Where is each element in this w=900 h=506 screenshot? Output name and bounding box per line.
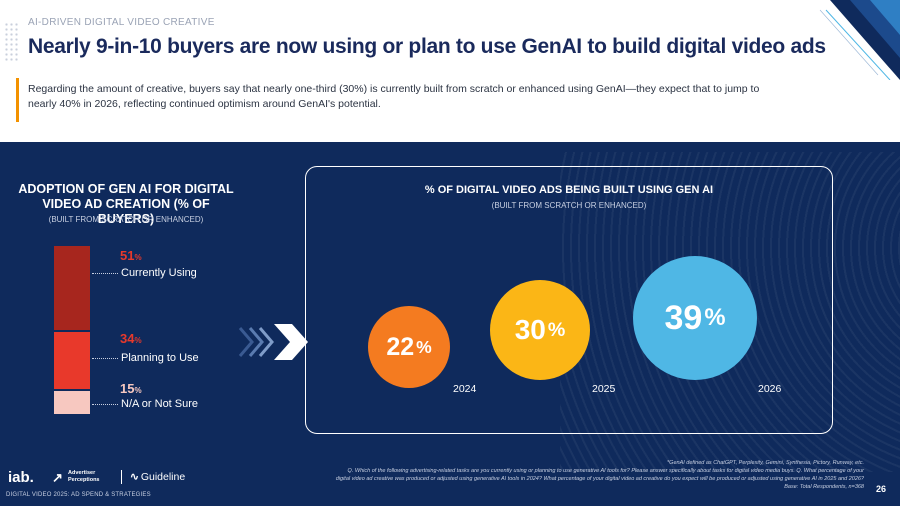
iab-logo: iab. bbox=[8, 469, 34, 486]
leader-line bbox=[92, 403, 118, 405]
footnote-line: digital video ad creative was produced o… bbox=[335, 476, 864, 482]
adoption-stacked-bar bbox=[54, 246, 90, 414]
bubble-2025: 30% bbox=[490, 280, 590, 380]
footnote-line: Q. Which of the following advertising-re… bbox=[347, 468, 864, 474]
section-eyebrow: AI-DRIVEN DIGITAL VIDEO CREATIVE bbox=[28, 17, 215, 28]
label-not-sure: N/A or Not Sure bbox=[92, 398, 198, 410]
bubble-2024: 22% bbox=[368, 306, 450, 388]
page-title: Nearly 9-in-10 buyers are now using or p… bbox=[28, 35, 826, 58]
leader-line bbox=[92, 272, 118, 274]
adoption-chart-title: ADOPTION OF GEN AI FOR DIGITAL VIDEO AD … bbox=[18, 182, 234, 226]
footnote-line: *GenAI defined as ChatGPT, Perplexity, G… bbox=[667, 460, 864, 466]
leader-line bbox=[92, 357, 118, 359]
year-label-2024: 2024 bbox=[453, 383, 477, 395]
corner-stripes-graphic bbox=[819, 0, 900, 80]
footnotes: *GenAI defined as ChatGPT, Perplexity, G… bbox=[264, 459, 864, 491]
value-label-currently-using: 51% bbox=[120, 248, 142, 263]
guideline-logo: ∿ Guideline bbox=[130, 471, 186, 483]
value-label-not-sure: 15% bbox=[120, 381, 142, 396]
logo-separator bbox=[121, 470, 122, 484]
adoption-chart-subtitle: (BUILT FROM SCRATCH OR ENHANCED) bbox=[48, 215, 204, 224]
bubble-2026: 39% bbox=[633, 256, 757, 380]
label-planning-to-use: Planning to Use bbox=[92, 352, 199, 364]
year-label-2026: 2026 bbox=[758, 383, 782, 395]
guideline-wave-icon: ∿ bbox=[130, 471, 139, 483]
footnote-line: Base: Total Respondents, n=368 bbox=[784, 484, 864, 490]
bar-segment-not-sure bbox=[54, 391, 90, 414]
genai-share-title: % OF DIGITAL VIDEO ADS BEING BUILT USING… bbox=[424, 184, 714, 196]
value-label-planning-to-use: 34% bbox=[120, 331, 142, 346]
decorative-dots bbox=[4, 22, 18, 62]
genai-share-subtitle: (BUILT FROM SCRATCH OR ENHANCED) bbox=[491, 201, 647, 210]
label-currently-using: Currently Using bbox=[92, 267, 197, 279]
header-section: AI-DRIVEN DIGITAL VIDEO CREATIVE Nearly … bbox=[0, 0, 900, 142]
accent-bar bbox=[16, 78, 19, 122]
bar-segment-currently-using bbox=[54, 246, 90, 330]
intro-text: Regarding the amount of creative, buyers… bbox=[28, 83, 760, 110]
ap-logo-line1: Advertiser bbox=[68, 470, 96, 476]
chevron-arrows-icon bbox=[238, 324, 308, 360]
advertiser-perceptions-logo: ↗ Advertiser Perceptions bbox=[52, 468, 118, 490]
ap-logo-icon: ↗ bbox=[52, 470, 63, 485]
bar-segment-planning-to-use bbox=[54, 332, 90, 389]
ap-logo-line2: Perceptions bbox=[68, 477, 100, 483]
genai-share-panel bbox=[305, 166, 833, 434]
page-number: 26 bbox=[875, 484, 886, 494]
year-label-2025: 2025 bbox=[592, 383, 616, 395]
report-name: DIGITAL VIDEO 2025: AD SPEND & STRATEGIE… bbox=[6, 492, 151, 498]
